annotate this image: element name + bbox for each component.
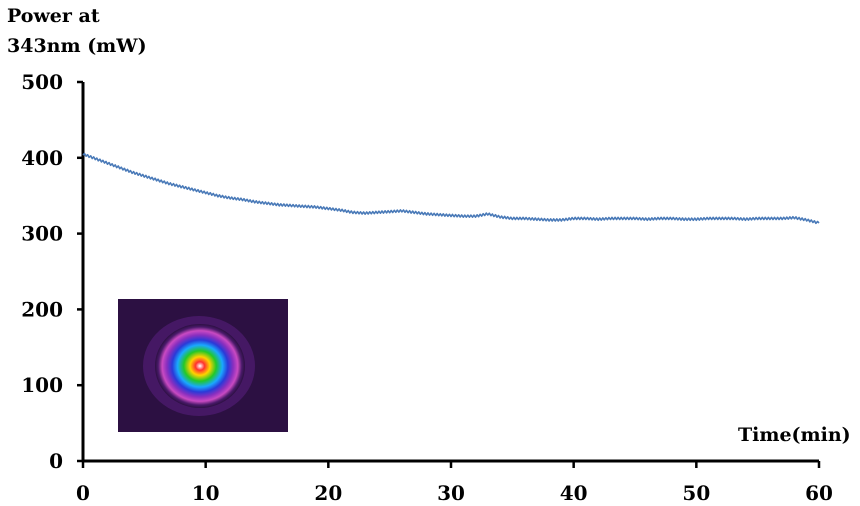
x-tick-label: 50 <box>682 481 710 505</box>
x-tick-label: 10 <box>192 481 220 505</box>
x-tick-label: 0 <box>76 481 90 505</box>
ticks: 0 100 200 300 400 500 0 10 20 30 40 50 60 <box>21 70 833 505</box>
y-tick-label: 200 <box>21 297 63 321</box>
x-axis-label: Time(min) <box>738 424 851 446</box>
y-tick-label: 400 <box>21 146 63 170</box>
series-line <box>82 152 820 225</box>
y-tick-label: 0 <box>49 449 63 473</box>
x-tick-label: 60 <box>805 481 833 505</box>
x-tick-label: 20 <box>314 481 342 505</box>
beam-profile-image <box>118 299 288 432</box>
y-tick-label: 300 <box>21 222 63 246</box>
y-tick-label: 500 <box>21 70 63 94</box>
beam-spot <box>155 324 245 408</box>
x-tick-label: 40 <box>560 481 588 505</box>
y-tick-label: 100 <box>21 373 63 397</box>
x-tick-label: 30 <box>437 481 465 505</box>
y-axis-label-line1: Power at <box>7 5 100 27</box>
y-axis-label-line2: 343nm (mW) <box>7 35 147 57</box>
series-group <box>82 152 820 225</box>
